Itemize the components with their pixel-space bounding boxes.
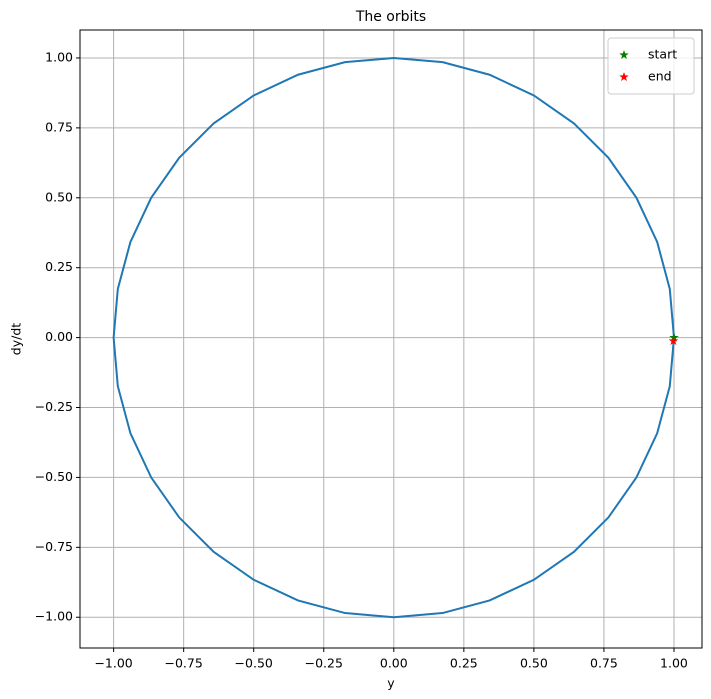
- y-tick-label: 1.00: [45, 49, 73, 64]
- y-axis-label: dy/dt: [9, 323, 24, 355]
- star-marker: [669, 332, 679, 342]
- legend-box: [607, 37, 695, 95]
- y-tick-label: −1.00: [35, 609, 73, 624]
- plot-frame: [79, 29, 703, 649]
- y-tick-label: 0.75: [45, 119, 73, 134]
- legend-marker: [619, 72, 629, 82]
- y-tick-label: −0.75: [35, 539, 73, 554]
- x-tick-label: −0.50: [235, 656, 273, 671]
- x-tick-label: 1.00: [660, 656, 688, 671]
- y-tick-label: −0.50: [35, 469, 73, 484]
- legend-label: end: [648, 69, 672, 84]
- x-tick-label: 0.75: [590, 656, 618, 671]
- x-tick-label: 0.00: [380, 656, 408, 671]
- legend-label: start: [648, 47, 677, 62]
- y-tick-label: 0.00: [45, 329, 73, 344]
- x-axis-label: y: [387, 676, 395, 691]
- y-tick-label: 0.50: [45, 189, 73, 204]
- x-tick-label: −0.75: [165, 656, 203, 671]
- x-tick-label: 0.25: [450, 656, 478, 671]
- x-tick-label: −0.25: [305, 656, 343, 671]
- x-tick-label: 0.50: [520, 656, 548, 671]
- chart-title: The orbits: [355, 9, 426, 25]
- y-tick-label: −0.25: [35, 399, 73, 414]
- star-marker: [668, 335, 679, 345]
- orbit-line: [112, 56, 675, 619]
- legend-marker: [619, 50, 629, 60]
- y-tick-label: 0.25: [45, 259, 73, 274]
- x-tick-label: −1.00: [94, 656, 132, 671]
